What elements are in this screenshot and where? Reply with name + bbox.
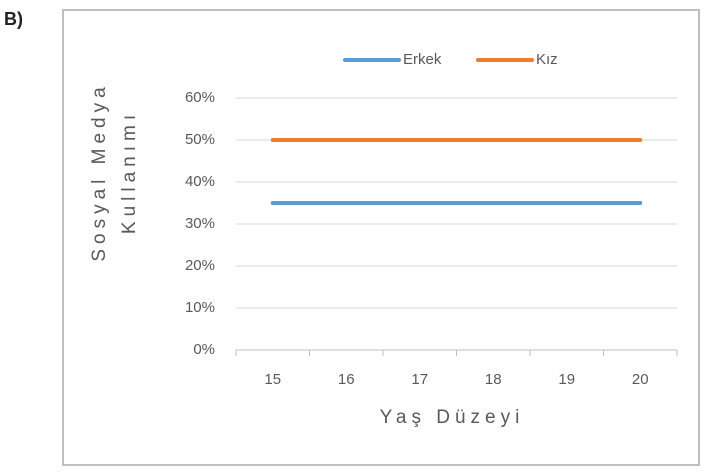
y-axis-label: Kullanımı [119, 110, 140, 234]
y-tick-label: 20% [185, 257, 215, 274]
chart-frame [62, 9, 700, 466]
x-tick-label: 19 [558, 371, 575, 388]
x-axis-label: Yaş Düzeyi [380, 407, 525, 428]
legend-label: Kız [536, 51, 558, 68]
x-tick-label: 16 [338, 371, 355, 388]
y-tick-label: 0% [193, 341, 215, 358]
y-tick-label: 10% [185, 299, 215, 316]
y-tick-label: 40% [185, 173, 215, 190]
x-tick-label: 18 [485, 371, 502, 388]
x-tick-label: 15 [264, 371, 281, 388]
y-tick-label: 30% [185, 215, 215, 232]
y-axis-label: Sosyal Medya [89, 82, 110, 261]
x-tick-label: 17 [411, 371, 428, 388]
y-tick-label: 60% [185, 89, 215, 106]
y-tick-label: 50% [185, 131, 215, 148]
x-tick-label: 20 [632, 371, 649, 388]
panel-label: B) [4, 9, 23, 29]
legend-label: Erkek [403, 51, 442, 68]
